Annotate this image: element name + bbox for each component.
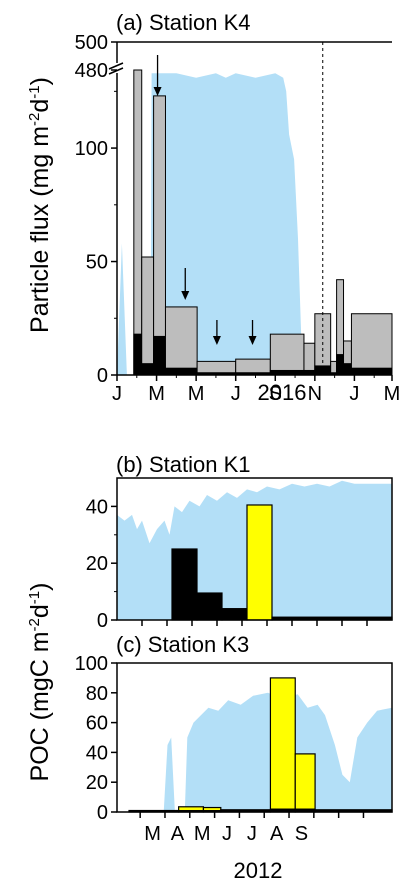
poc-flux-bar bbox=[153, 335, 166, 376]
x-tick-label: S bbox=[269, 383, 282, 405]
panel-bc-ylabel: POC (mgC m-2d-1) bbox=[26, 583, 54, 782]
panel-b-axes: 0 20 40 bbox=[86, 477, 393, 632]
y-tick-label: 0 bbox=[97, 610, 108, 632]
y-tick-label: 60 bbox=[86, 713, 108, 735]
y-tick-label: 50 bbox=[86, 252, 108, 274]
poc-bar bbox=[269, 677, 296, 813]
plot-frame bbox=[116, 477, 393, 621]
event-arrowhead bbox=[181, 291, 190, 300]
y-tick-label: 80 bbox=[86, 683, 108, 705]
panel-a: (a) Station K4 0 50 100 480 500 J M M J S N J M 2016 bbox=[75, 10, 401, 405]
panel-c-ice-layer bbox=[129, 692, 392, 812]
poc-bar bbox=[221, 608, 248, 621]
panel-b-title: (b) Station K1 bbox=[116, 452, 251, 477]
x-tick-label: J bbox=[231, 383, 241, 405]
particle-flux-bar bbox=[164, 306, 198, 376]
ice-cover-area bbox=[129, 692, 392, 812]
y-tick-label: 100 bbox=[75, 653, 108, 675]
y-tick-label: 0 bbox=[97, 365, 108, 387]
x-tick-label: S bbox=[295, 823, 308, 845]
y-tick-label: 40 bbox=[86, 496, 108, 518]
ylabel-b-mid: d bbox=[26, 604, 54, 618]
ylabel-a-sup2: -1 bbox=[26, 85, 43, 98]
ylabel-b-prefix: POC (mgC m bbox=[26, 631, 54, 781]
poc-bar bbox=[171, 548, 198, 621]
panel-a-xlabel: 2016 bbox=[258, 380, 307, 405]
panel-a-title: (a) Station K4 bbox=[116, 10, 251, 35]
ylabel-b-sup1: -2 bbox=[26, 618, 43, 631]
x-tick-label: J bbox=[247, 823, 257, 845]
axis-break-gap bbox=[109, 63, 149, 69]
poc-flux-bar bbox=[133, 333, 143, 376]
poc-flux-bar bbox=[350, 367, 393, 376]
y-tick-label: 20 bbox=[86, 772, 108, 794]
x-tick-label: J bbox=[222, 823, 232, 845]
particle-flux-bar bbox=[153, 95, 166, 376]
y-tick-label: 20 bbox=[86, 553, 108, 575]
x-tick-label: M bbox=[194, 823, 211, 845]
x-tick-label: M bbox=[144, 823, 161, 845]
panel-c-title: (c) Station K3 bbox=[116, 632, 249, 657]
panel-b: (b) Station K1 0 20 40 bbox=[86, 452, 393, 632]
poc-flux-bar bbox=[141, 363, 155, 376]
axis-break-mark bbox=[108, 62, 124, 70]
particle-flux-bar bbox=[141, 256, 155, 376]
panel-a-bars bbox=[133, 69, 393, 376]
event-arrowhead bbox=[248, 336, 257, 345]
y-tick-label: 0 bbox=[97, 802, 108, 824]
axis-break-mark bbox=[108, 67, 124, 75]
poc-bar bbox=[246, 504, 273, 621]
x-tick-label: J bbox=[112, 383, 122, 405]
x-tick-label: A bbox=[270, 823, 284, 845]
x-tick-label: M bbox=[188, 383, 205, 405]
ylabel-b-close: ) bbox=[26, 583, 54, 591]
poc-bar bbox=[196, 592, 223, 621]
x-tick-label: A bbox=[171, 823, 185, 845]
y-tick-label: 500 bbox=[75, 32, 108, 54]
particle-flux-bar bbox=[350, 313, 393, 376]
y-tick-label: 100 bbox=[75, 138, 108, 160]
panel-a-annotations bbox=[108, 42, 324, 375]
x-tick-label: N bbox=[308, 383, 322, 405]
panel-a-axes: 0 50 100 480 500 J M M J S N J M bbox=[75, 32, 401, 405]
poc-flux-bar bbox=[164, 367, 198, 376]
panel-c-xlabel: 2012 bbox=[234, 858, 283, 883]
y-tick-label: 40 bbox=[86, 742, 108, 764]
event-arrowhead bbox=[153, 87, 162, 96]
x-tick-label: M bbox=[148, 383, 165, 405]
ylabel-a-prefix: Particle flux (mg m bbox=[26, 126, 54, 333]
particle-flux-bar bbox=[133, 69, 143, 376]
y-tick-label: 480 bbox=[75, 60, 108, 82]
poc-bar bbox=[294, 753, 316, 813]
panel-a-ylabel: Particle flux (mg m-2d-1) bbox=[26, 77, 54, 333]
ylabel-b-sup2: -1 bbox=[26, 591, 43, 604]
ylabel-a-mid: d bbox=[26, 99, 54, 113]
particle-flux-bar bbox=[269, 333, 305, 376]
x-tick-label: J bbox=[349, 383, 359, 405]
ylabel-a-close: ) bbox=[26, 77, 54, 85]
x-tick-label: M bbox=[384, 383, 401, 405]
event-arrowhead bbox=[212, 336, 221, 345]
poc-flux-bar bbox=[336, 354, 345, 376]
ylabel-a-sup1: -2 bbox=[26, 113, 43, 126]
poc-flux-bar bbox=[343, 363, 352, 376]
plot-frame bbox=[116, 662, 393, 813]
